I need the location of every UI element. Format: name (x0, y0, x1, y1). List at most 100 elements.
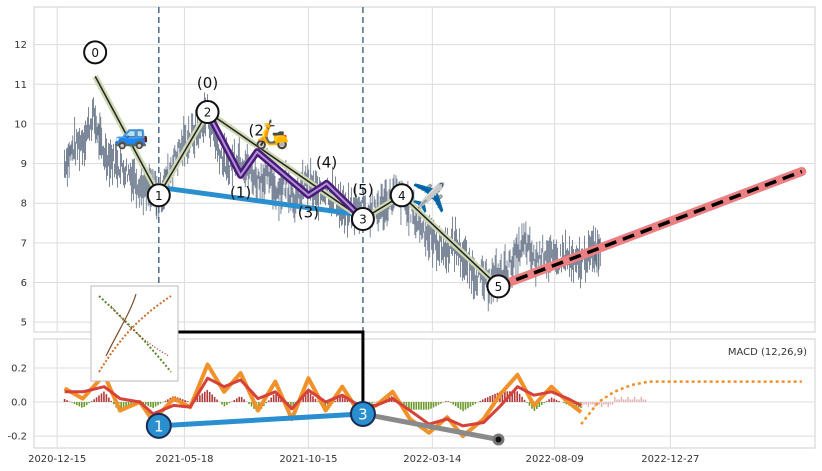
histogram-bar (250, 402, 253, 407)
histogram-bar (422, 402, 425, 410)
histogram-bar (167, 399, 169, 403)
x-tick-label: 2022-03-14 (403, 454, 461, 465)
y-tick-label: 9 (21, 159, 27, 170)
histogram-bar (248, 402, 250, 405)
wave-label-circle (83, 40, 108, 65)
wave-labels: 0 1 2 3 4 5 (0) (1) (2) (3) (4) (5) (83, 40, 511, 299)
histogram-bar (427, 402, 430, 410)
histogram-bar (122, 402, 125, 411)
x-tick-label: 2021-05-18 (155, 454, 213, 465)
histogram-bar (469, 402, 472, 407)
histogram-bar (474, 402, 477, 404)
histogram-bar (518, 393, 521, 403)
histogram-bar (464, 402, 467, 410)
histogram-bar (80, 402, 83, 408)
y-tick-label: 8 (21, 199, 27, 210)
histogram-bar (71, 402, 73, 403)
projection-dashed (497, 169, 803, 289)
histogram-bar (154, 402, 157, 407)
histogram-bar (479, 400, 482, 403)
histogram-bar (486, 397, 489, 403)
histogram-bar (489, 396, 491, 403)
histogram-bar (304, 394, 307, 403)
histogram-bar-faded (616, 399, 618, 403)
histogram-bar (516, 391, 518, 403)
price-y-ticks: 5 6 7 8 9 10 11 12 (14, 40, 27, 328)
histogram-bar (341, 394, 344, 403)
histogram-bar-faded (607, 402, 609, 408)
histogram-bar (152, 402, 154, 409)
histogram-bar (243, 399, 245, 403)
histogram-bar (548, 399, 550, 403)
histogram-bar-faded (598, 402, 601, 405)
y-tick-label: 7 (21, 238, 27, 249)
histogram-bar (100, 393, 103, 403)
histogram-bar (85, 402, 88, 406)
histogram-bar-faded (627, 396, 629, 403)
histogram-bar (513, 391, 516, 403)
histogram-bar (467, 402, 469, 409)
histogram-bar (66, 400, 68, 403)
histogram-bar-faded (603, 402, 605, 405)
macd-y-tick-label: 0.2 (11, 363, 27, 374)
histogram-bar (472, 402, 474, 406)
macd-projection (580, 380, 802, 425)
icons: 🚙 🛵 ✈️ (114, 118, 447, 214)
histogram-bar (144, 402, 147, 405)
histogram-bar (142, 402, 145, 404)
histogram-bar (521, 396, 523, 403)
histogram-bar (105, 394, 108, 403)
histogram-bar-faded (640, 396, 642, 403)
histogram-bar (201, 393, 204, 403)
histogram-bar (83, 402, 86, 407)
histogram-bar (267, 400, 270, 403)
histogram-bar (307, 391, 309, 403)
histogram-bar (216, 399, 218, 403)
histogram-bar (437, 402, 440, 405)
histogram-bar (447, 401, 450, 403)
histogram-bar (435, 402, 437, 407)
histogram-bar (425, 402, 427, 410)
trendline-1-3 (156, 184, 366, 218)
histogram-bar (277, 396, 280, 403)
macd-title: MACD (12,26,9) (728, 347, 807, 358)
histogram-bar-faded (600, 402, 603, 408)
macd-wave-label: 1 (154, 417, 164, 435)
y-tick-label: 5 (21, 318, 27, 329)
histogram-bar (432, 402, 435, 408)
x-tick-label: 2020-12-15 (28, 454, 86, 465)
histogram-bar (538, 402, 541, 408)
histogram-bar-faded (638, 399, 640, 403)
histogram-bar (275, 393, 277, 403)
histogram-bar (336, 398, 339, 403)
y-tick-label: 6 (21, 278, 27, 289)
histogram-bar-faded (589, 402, 592, 405)
histogram-bar (211, 394, 213, 403)
histogram-bar (413, 402, 415, 410)
x-axis-ticks: 2020-12-15 2021-05-18 2021-10-15 2022-03-14… (28, 454, 699, 465)
histogram-bar (504, 391, 506, 403)
histogram-bar-faded (618, 399, 620, 403)
macd-trend-1-3 (156, 411, 366, 429)
histogram-bar (68, 401, 71, 403)
histogram-bar-faded (622, 399, 625, 403)
connector-line (174, 330, 365, 402)
histogram-bar-faded (583, 402, 585, 405)
macd-wave-label: 3 (358, 405, 368, 423)
histogram-bar (462, 402, 464, 412)
histogram-bar (112, 402, 115, 405)
histogram-bar (405, 402, 408, 407)
histogram-bar-faded (605, 402, 607, 405)
histogram-bar (339, 396, 341, 403)
wave-vertical-lines (158, 7, 364, 332)
histogram-bar (558, 400, 560, 403)
histogram-bar (90, 401, 93, 403)
histogram-bar (371, 402, 373, 404)
macd-trend-3-5 (360, 411, 501, 442)
histogram-bar (540, 402, 543, 406)
histogram-bar (491, 394, 494, 403)
x-tick-label: 2022-12-27 (641, 454, 699, 465)
histogram-bar (449, 402, 452, 403)
histogram-bar (213, 396, 216, 403)
